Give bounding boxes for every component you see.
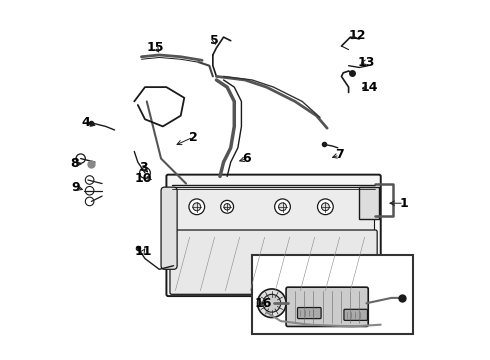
Circle shape xyxy=(85,197,94,206)
Text: 12: 12 xyxy=(349,29,366,42)
Circle shape xyxy=(189,199,205,215)
Bar xyxy=(173,187,373,234)
Circle shape xyxy=(263,294,281,312)
Text: 2: 2 xyxy=(189,131,197,144)
Circle shape xyxy=(279,203,287,211)
Circle shape xyxy=(318,199,333,215)
Circle shape xyxy=(220,201,234,213)
Text: 16: 16 xyxy=(254,297,271,310)
Text: 8: 8 xyxy=(70,157,78,170)
Circle shape xyxy=(275,199,291,215)
FancyBboxPatch shape xyxy=(344,309,368,320)
Text: 5: 5 xyxy=(210,34,219,47)
Bar xyxy=(359,187,379,219)
FancyBboxPatch shape xyxy=(170,230,377,294)
Text: 1: 1 xyxy=(399,197,408,210)
Circle shape xyxy=(258,289,286,318)
Bar xyxy=(252,255,413,334)
FancyBboxPatch shape xyxy=(167,175,381,296)
FancyBboxPatch shape xyxy=(286,287,368,327)
Text: 15: 15 xyxy=(147,41,165,54)
Text: 9: 9 xyxy=(71,181,80,194)
Circle shape xyxy=(85,186,94,195)
Circle shape xyxy=(76,154,85,163)
Text: 6: 6 xyxy=(243,152,251,165)
Circle shape xyxy=(140,167,150,178)
FancyBboxPatch shape xyxy=(161,187,177,269)
Text: 3: 3 xyxy=(139,161,147,174)
Text: 11: 11 xyxy=(134,245,152,258)
Circle shape xyxy=(85,176,94,184)
Circle shape xyxy=(321,203,329,211)
Text: 7: 7 xyxy=(335,148,344,162)
Circle shape xyxy=(224,203,230,210)
Circle shape xyxy=(193,203,201,211)
Text: 4: 4 xyxy=(82,116,91,129)
Text: 10: 10 xyxy=(134,172,152,185)
Text: 14: 14 xyxy=(361,81,378,94)
Text: 13: 13 xyxy=(358,55,375,69)
FancyBboxPatch shape xyxy=(297,307,321,319)
